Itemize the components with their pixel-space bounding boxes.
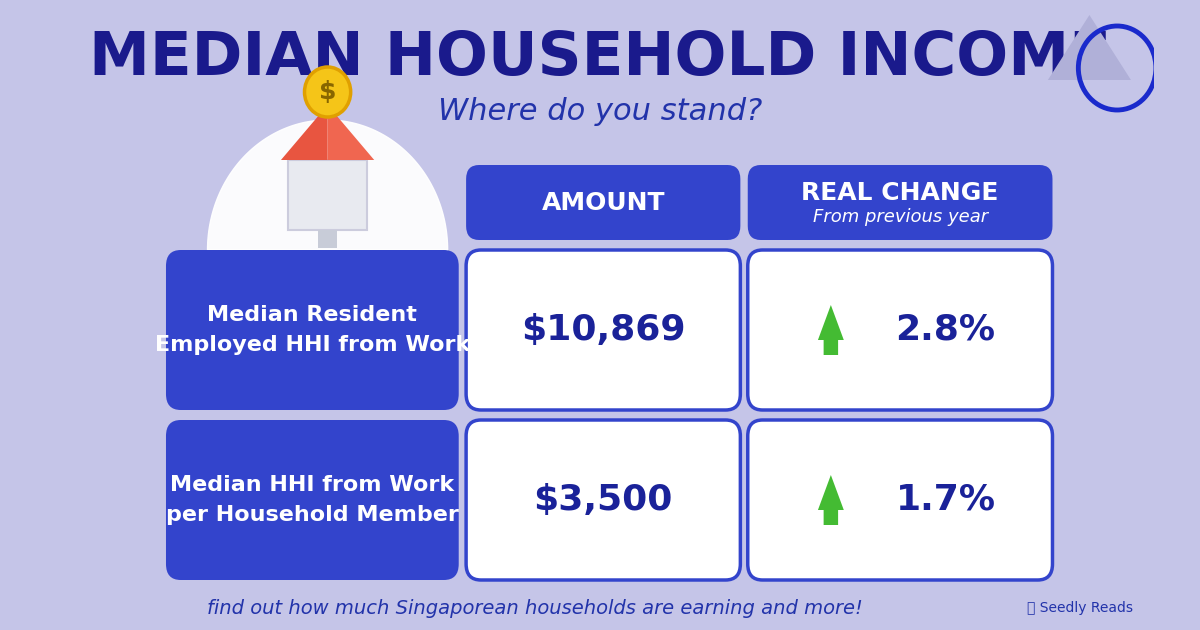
Text: AMOUNT: AMOUNT (541, 190, 665, 214)
Polygon shape (818, 305, 844, 355)
Text: Median Resident
Employed HHI from Work: Median Resident Employed HHI from Work (155, 305, 470, 355)
Polygon shape (208, 120, 448, 250)
FancyBboxPatch shape (288, 160, 367, 230)
FancyBboxPatch shape (166, 250, 458, 410)
FancyBboxPatch shape (466, 250, 740, 410)
Text: $3,500: $3,500 (534, 483, 673, 517)
Text: $10,869: $10,869 (521, 313, 685, 347)
Text: $: $ (319, 80, 336, 104)
FancyBboxPatch shape (166, 420, 458, 580)
Polygon shape (328, 105, 374, 160)
Polygon shape (281, 105, 328, 160)
FancyBboxPatch shape (748, 165, 1052, 240)
Text: 1.7%: 1.7% (895, 483, 996, 517)
FancyBboxPatch shape (466, 420, 740, 580)
Text: REAL CHANGE: REAL CHANGE (802, 181, 998, 205)
Polygon shape (818, 475, 844, 525)
FancyBboxPatch shape (318, 230, 337, 248)
Text: Median HHI from Work
per Household Member: Median HHI from Work per Household Membe… (166, 475, 458, 525)
Text: From previous year: From previous year (812, 209, 988, 227)
FancyBboxPatch shape (748, 250, 1052, 410)
Text: MEDIAN HOUSEHOLD INCOME: MEDIAN HOUSEHOLD INCOME (89, 28, 1111, 88)
FancyBboxPatch shape (466, 165, 740, 240)
Circle shape (305, 67, 350, 117)
Text: Ⓢ Seedly Reads: Ⓢ Seedly Reads (1027, 601, 1133, 615)
Text: Where do you stand?: Where do you stand? (438, 98, 762, 127)
Text: 2.8%: 2.8% (895, 313, 996, 347)
FancyBboxPatch shape (748, 420, 1052, 580)
Polygon shape (1048, 15, 1130, 80)
Text: find out how much Singaporean households are earning and more!: find out how much Singaporean households… (208, 598, 863, 617)
